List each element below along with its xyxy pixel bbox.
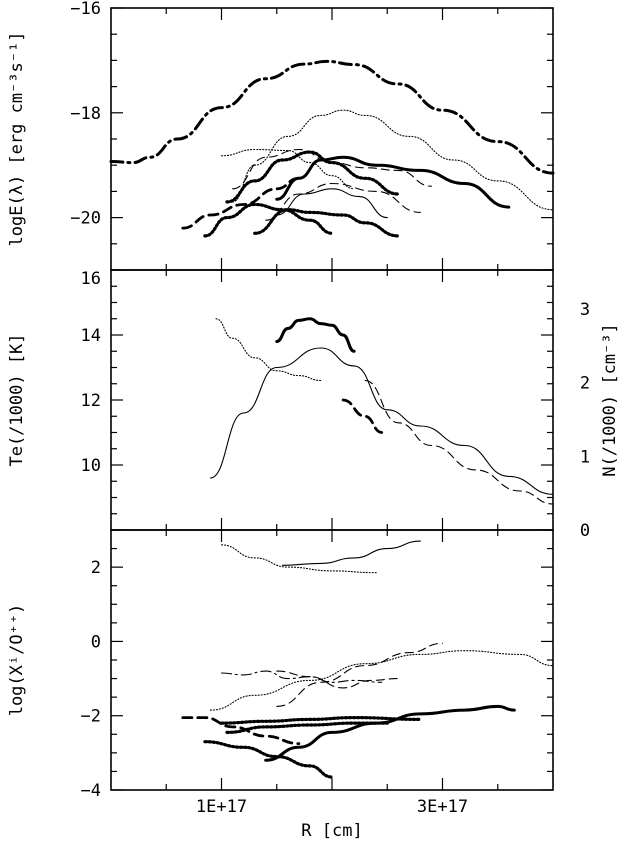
y-tick-label: 16 <box>81 269 101 289</box>
y-right-tick-label: 2 <box>580 374 590 394</box>
panel-middle <box>110 269 554 531</box>
middle-series-line-3 <box>209 347 554 495</box>
middle-y-axis-label: Te(/1000) [K] <box>7 333 27 466</box>
middle-series-line-1 <box>275 317 356 353</box>
top-series-line-6 <box>225 150 400 204</box>
top-series-line-11 <box>253 208 400 238</box>
panel-bottom <box>110 529 554 791</box>
x-axis-label: R [cm] <box>301 821 362 841</box>
top-series-line-2 <box>232 109 554 211</box>
bottom-series-line-3 <box>276 642 444 707</box>
bottom-y-axis-label: log(Xⁱ/O⁺⁺) <box>7 604 27 717</box>
y-right-tick-label: 1 <box>580 447 590 467</box>
top-series-line-9 <box>276 188 388 219</box>
top-series-line-1 <box>109 59 555 175</box>
bottom-series-line-8 <box>219 716 422 725</box>
y-tick-label: 12 <box>81 391 101 411</box>
middle-series-line-4 <box>341 398 384 434</box>
top-series-line-10 <box>203 202 334 238</box>
top-y-axis-label: logE(λ) [erg cm⁻³s⁻¹] <box>7 32 27 247</box>
middle-y-right-axis-label: N(/1000) [cm⁻³] <box>600 323 620 477</box>
y-tick-label: 0 <box>91 632 101 652</box>
bottom-series-line-1 <box>281 540 421 566</box>
bottom-series-line-5 <box>220 670 383 683</box>
top-series-line-4 <box>220 148 355 190</box>
y-tick-label: −4 <box>81 781 101 801</box>
y-tick-label: −2 <box>81 707 101 727</box>
bottom-series-line-2 <box>220 544 377 574</box>
y-tick-label: −16 <box>70 0 101 19</box>
bottom-series-line-6 <box>276 670 399 689</box>
bottom-series-line-4 <box>209 650 554 711</box>
y-tick-label: −18 <box>70 104 101 124</box>
bottom-series-line-10 <box>181 716 301 745</box>
panel-top <box>109 7 555 271</box>
top-series-line-8 <box>265 182 421 221</box>
bottom-series-line-11 <box>203 740 334 779</box>
y-tick-label: 14 <box>81 326 101 346</box>
middle-axes-frame <box>110 269 554 531</box>
y-right-tick-label: 3 <box>580 300 590 320</box>
top-series-line-7 <box>181 176 301 230</box>
bottom-series-line-9 <box>225 721 389 734</box>
x-tick-label: 3E+17 <box>417 797 468 817</box>
bottom-axes-frame <box>110 529 554 791</box>
x-tick-label: 1E+17 <box>196 797 247 817</box>
middle-series-line-5 <box>364 379 554 505</box>
y-tick-label: −20 <box>70 209 101 229</box>
bottom-series-line-7 <box>264 704 516 762</box>
top-series-line-3 <box>275 155 511 209</box>
middle-series-line-2 <box>215 318 322 382</box>
y-tick-label: 10 <box>81 456 101 476</box>
y-right-tick-label: 0 <box>580 521 590 541</box>
y-tick-label: 2 <box>91 558 101 578</box>
